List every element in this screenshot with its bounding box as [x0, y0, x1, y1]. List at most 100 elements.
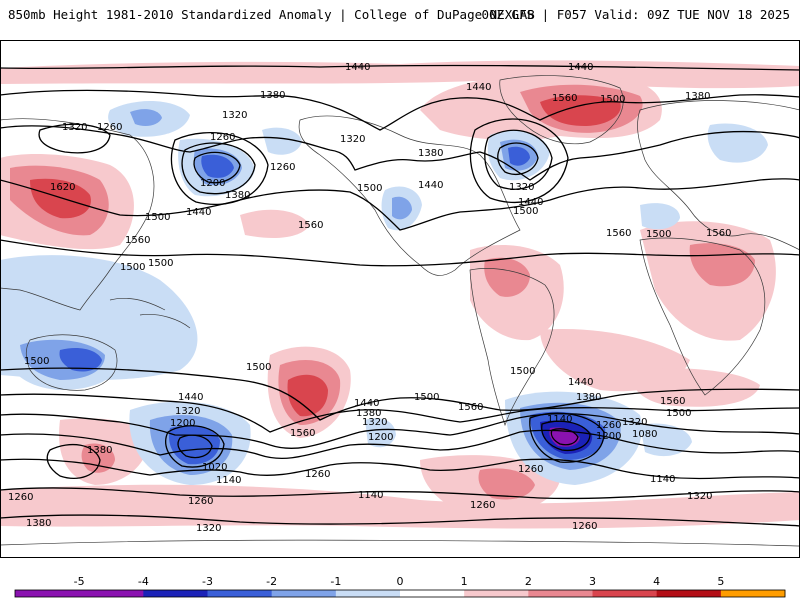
contour-label: 1260 [270, 162, 295, 173]
contour-label: 1440 [568, 377, 593, 388]
contour-1320-south [0, 458, 800, 480]
contour-label: 1500 [24, 356, 49, 367]
contour-label: 1200 [200, 178, 225, 189]
contour-label: 1440 [418, 180, 443, 191]
contour-1440-south [0, 413, 800, 449]
coastline-europe-asia [637, 100, 800, 251]
contour-1380-hudson [484, 129, 553, 190]
contour-label: 1440 [186, 207, 211, 218]
contour-label: 1200 [170, 418, 195, 429]
contour-1260-north [38, 123, 111, 154]
contour-1260-aleutian [181, 142, 256, 195]
legend-tick-label: 1 [461, 575, 468, 588]
legend-swatch [143, 590, 208, 597]
contour-label: 1500 [246, 362, 271, 373]
contour-label: 1380 [26, 518, 51, 529]
legend-swatch [335, 590, 401, 597]
coastline-south-america [469, 268, 555, 427]
contour-label: 1080 [632, 429, 657, 440]
anomaly-region-aleutian-neg-max [201, 154, 234, 178]
contour-label: 1380 [225, 190, 250, 201]
contour-label: 1500 [414, 392, 439, 403]
contour-label: 1380 [87, 445, 112, 456]
contour-label: 1560 [660, 396, 685, 407]
contour-label: 1260 [518, 464, 543, 475]
contour-label: 1440 [518, 197, 543, 208]
contour-label: 1200 [596, 431, 621, 442]
contour-1320-north [0, 125, 800, 181]
contour-1440-arctic [0, 64, 800, 71]
anomaly-region-australia-neg-max [59, 348, 102, 372]
contour-label: 1260 [596, 420, 621, 431]
contour-labels: 1440 1440 1380 1320 1320 1260 1260 1320 … [8, 62, 731, 534]
color-scale-legend: -5 -4 -3 -2 -1 0 1 2 3 4 5 [14, 575, 786, 598]
anomaly-region-southern-atlantic-core [478, 468, 535, 500]
contour-label: 1500 [148, 258, 173, 269]
contour-label: 1500 [510, 366, 535, 377]
legend-ticks: -5 -4 -3 -2 -1 0 1 2 3 4 5 [74, 575, 725, 588]
legend-swatch [528, 590, 593, 597]
legend-swatch [656, 590, 722, 597]
legend-swatch [720, 590, 786, 597]
contour-label: 1260 [470, 500, 495, 511]
legend-tick-label: 4 [653, 575, 660, 588]
anomaly-region-south-pacific-neg [365, 418, 396, 448]
legend-tick-label: -4 [138, 575, 149, 588]
legend-swatch [271, 590, 337, 597]
legend-tick-label: 2 [525, 575, 532, 588]
contour-label: 1500 [513, 206, 538, 217]
coastline-antarctica [0, 539, 800, 547]
contour-label: 1380 [356, 408, 381, 419]
anomaly-region-hudson-neg-max [508, 146, 530, 166]
contour-1320-sp [46, 443, 101, 479]
anomaly-region-southern-indian-neg [640, 423, 692, 457]
legend-outline [14, 589, 786, 598]
contour-label: 1320 [222, 110, 247, 121]
legend-tick-label: 5 [717, 575, 724, 588]
contour-label: 1560 [606, 228, 631, 239]
contour-label: 1140 [547, 414, 572, 425]
contour-label: 1320 [622, 417, 647, 428]
contour-label: 1560 [298, 220, 323, 231]
contour-label: 1380 [685, 91, 710, 102]
legend-swatch [464, 590, 529, 597]
contour-label: 1380 [418, 148, 443, 159]
contour-1080-drake [550, 428, 579, 446]
contour-label: 1500 [600, 94, 625, 105]
contour-label: 1260 [210, 132, 235, 143]
contour-label: 1500 [357, 183, 382, 194]
coastlines [0, 75, 800, 547]
legend-swatch [592, 590, 658, 597]
contour-label: 1260 [572, 521, 597, 532]
contour-label: 1140 [358, 490, 383, 501]
coastline-north-america [298, 115, 521, 276]
height-contours [0, 64, 800, 527]
contour-label: 1320 [62, 122, 87, 133]
contour-1560-south [0, 367, 800, 421]
contour-label: 1440 [345, 62, 370, 73]
contour-1320-hudson [497, 142, 539, 175]
contour-1560-subtropic [0, 239, 800, 267]
anomaly-region-south-america-core [484, 257, 530, 297]
anomaly-region-siberia-max [30, 178, 91, 219]
contour-label: 1320 [175, 406, 200, 417]
anomaly-region-north-pacific [240, 209, 310, 238]
legend-tick-label: -2 [266, 575, 277, 588]
coastline-indonesia [109, 297, 191, 329]
legend-tick-label: -1 [330, 575, 341, 588]
contour-label: 1380 [260, 90, 285, 101]
anomaly-region-north-atlantic-neg [640, 203, 680, 230]
legend-tick-label: 0 [397, 575, 404, 588]
contour-1260-south [0, 487, 800, 500]
legend-bar [14, 589, 786, 598]
contour-1380-south [0, 429, 800, 459]
contour-label: 1380 [576, 392, 601, 403]
contour-label: 1500 [120, 262, 145, 273]
contour-1320-aleutian [170, 132, 269, 206]
model-run-info: 00Z GFS | F057 Valid: 09Z TUE NOV 18 202… [481, 7, 790, 22]
contour-label: 1320 [340, 134, 365, 145]
coastline-australia [25, 334, 118, 391]
anomaly-region-bering-neg-core [130, 109, 162, 126]
header-bar: 850mb Height 1981-2010 Standardized Anom… [0, 0, 800, 30]
contour-label: 1440 [178, 392, 203, 403]
